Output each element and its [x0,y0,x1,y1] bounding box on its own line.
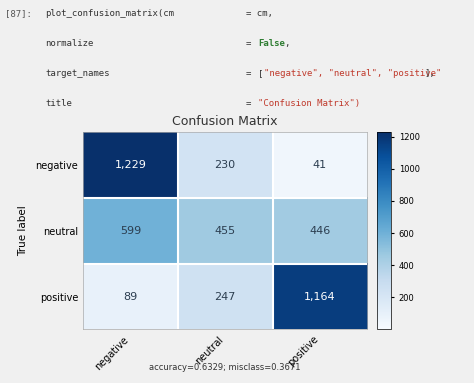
Text: "Confusion Matrix"): "Confusion Matrix") [258,99,360,108]
Text: 446: 446 [310,226,330,236]
Text: =: = [246,39,257,48]
Text: [87]:: [87]: [5,9,32,18]
Text: 89: 89 [123,291,137,301]
Text: 1,164: 1,164 [304,291,336,301]
Text: ],: ], [424,69,435,78]
Text: [: [ [258,69,264,78]
Text: =: = [246,99,257,108]
Text: 230: 230 [215,160,236,170]
Text: ,: , [284,39,290,48]
Text: accuracy=0.6329; misclass=0.3671: accuracy=0.6329; misclass=0.3671 [149,363,301,372]
Text: "negative", "neutral", "positive": "negative", "neutral", "positive" [264,69,442,78]
Text: =: = [246,69,257,78]
Text: plot_confusion_matrix(cm: plot_confusion_matrix(cm [45,9,174,18]
Text: normalize: normalize [45,39,93,48]
Text: target_names: target_names [45,69,109,78]
Text: title: title [45,99,72,108]
Text: 455: 455 [215,226,236,236]
Y-axis label: True label: True label [18,205,28,256]
Title: Confusion Matrix: Confusion Matrix [173,115,278,128]
Text: False: False [258,39,285,48]
Text: 1,229: 1,229 [114,160,146,170]
Text: 41: 41 [313,160,327,170]
Text: 247: 247 [214,291,236,301]
Text: 599: 599 [120,226,141,236]
Text: = cm,: = cm, [246,9,273,18]
